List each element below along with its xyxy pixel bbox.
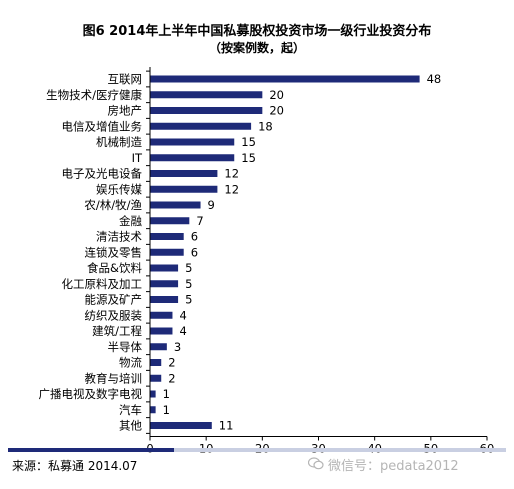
bars-layer (150, 75, 420, 429)
value-label: 3 (174, 340, 181, 354)
category-label: 连锁及零售 (85, 245, 143, 259)
value-label: 2 (168, 371, 175, 385)
category-label: 能源及矿产 (85, 293, 143, 307)
bar (150, 154, 235, 162)
category-label: 金融 (119, 214, 142, 228)
bar (150, 296, 179, 303)
bar (150, 359, 162, 366)
bar (150, 138, 235, 146)
value-label: 12 (224, 182, 239, 196)
value-label: 5 (185, 261, 192, 275)
bar (150, 248, 184, 256)
value-label: 2 (168, 356, 175, 370)
bar (150, 422, 212, 429)
bar (150, 390, 156, 398)
chart-title: 图6 2014年上半年中国私募股权投资市场一级行业投资分布 (82, 24, 432, 39)
value-label: 7 (196, 214, 203, 228)
bar (150, 201, 201, 209)
value-label: 11 (219, 419, 234, 433)
bar (150, 233, 184, 240)
category-label: 农/林/牧/渔 (84, 198, 142, 212)
value-label: 20 (269, 88, 284, 102)
value-label: 9 (208, 198, 215, 212)
value-label: 6 (191, 245, 198, 259)
category-label: 电子及光电设备 (62, 167, 143, 181)
wechat-icon (307, 457, 324, 474)
category-label: 互联网 (108, 72, 143, 86)
category-label: 建筑/工程 (92, 324, 142, 338)
source-note: 来源：私募通 2014.07 (12, 459, 138, 473)
category-label: 半导体 (108, 340, 143, 354)
category-label: 汽车 (119, 403, 142, 417)
bar (150, 185, 218, 193)
bar (150, 107, 263, 114)
value-label: 4 (179, 308, 186, 322)
category-label: IT (132, 151, 143, 165)
footer-rule-accent (8, 448, 174, 452)
bar (150, 170, 218, 177)
category-label: 教育与培训 (85, 371, 143, 385)
value-label: 5 (185, 293, 192, 307)
category-label: 机械制造 (96, 135, 142, 149)
bar (150, 327, 173, 335)
value-label: 1 (163, 403, 170, 417)
watermark-text: 微信号：pedata2012 (328, 459, 459, 474)
value-label: 48 (427, 72, 442, 86)
value-label: 6 (191, 230, 198, 244)
bar (150, 311, 173, 319)
value-label: 12 (224, 167, 239, 181)
category-label: 电信及增值业务 (62, 119, 143, 133)
bar (150, 343, 167, 351)
category-label: 广播电视及数字电视 (39, 387, 143, 401)
category-label: 清洁技术 (96, 230, 142, 244)
category-label: 食品&饮料 (87, 261, 142, 275)
bar (150, 280, 179, 288)
bar (150, 75, 420, 83)
category-label: 其他 (119, 419, 142, 433)
watermark: 微信号：pedata2012 (307, 455, 459, 474)
bar (150, 406, 156, 414)
value-label: 15 (241, 135, 256, 149)
bar (150, 91, 263, 99)
category-label: 物流 (119, 356, 142, 370)
value-label: 5 (185, 277, 192, 291)
footer-rule (8, 448, 506, 452)
value-label: 18 (258, 119, 273, 133)
bar (150, 217, 190, 225)
category-label: 生物技术/医疗健康 (46, 88, 142, 102)
category-label: 纺织及服装 (85, 308, 143, 322)
bar (150, 264, 179, 272)
bar (150, 374, 162, 382)
category-label: 房地产 (108, 104, 143, 118)
value-label: 20 (269, 104, 284, 118)
category-label: 化工原料及加工 (62, 277, 143, 291)
category-label: 娱乐传媒 (96, 182, 142, 196)
value-label: 4 (179, 324, 186, 338)
value-label: 1 (163, 387, 170, 401)
bar (150, 122, 252, 130)
value-label: 15 (241, 151, 256, 165)
chart-subtitle: （按案例数，起） (208, 41, 305, 55)
